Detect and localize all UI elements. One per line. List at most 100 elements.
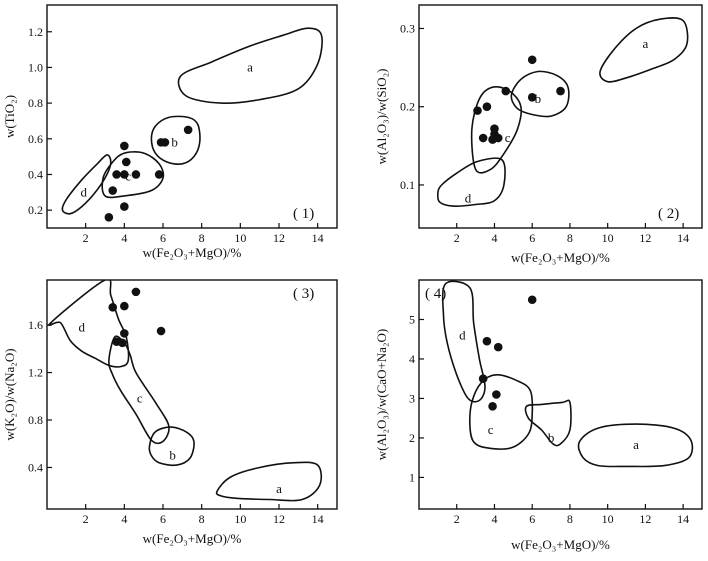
data-point [490, 124, 499, 133]
data-point [104, 212, 114, 222]
data-point [120, 329, 129, 338]
region-label-d: d [79, 319, 86, 334]
region-c [469, 373, 534, 450]
panel-label: ( 1) [293, 206, 314, 222]
region-label-c: c [505, 130, 511, 145]
y-axis-label: w(TiO₂) [2, 95, 17, 138]
data-point [118, 338, 127, 348]
x-tick-label: 8 [199, 231, 205, 245]
data-point [473, 106, 482, 115]
data-point [131, 287, 141, 297]
x-tick-label: 6 [160, 512, 166, 526]
x-tick-label: 12 [273, 231, 285, 245]
data-point [527, 295, 537, 305]
data-point [120, 202, 129, 211]
data-point [120, 170, 129, 179]
y-tick-label: 0.2 [400, 100, 415, 114]
data-point [108, 302, 118, 312]
chart-panel-2: 2 4 6 8 10 12 14 0.1 0.2 0.3 w(Fe₂O₃+MgO)/% w(Al₂O₃… [374, 4, 703, 265]
x-tick-label: 10 [602, 231, 614, 245]
y-tick-label: 0.2 [28, 203, 43, 217]
y-tick-label: 3 [409, 391, 415, 405]
region-a [177, 27, 323, 105]
region-c [101, 151, 165, 199]
y-tick-label: 0.6 [28, 132, 43, 146]
region-label-d: d [465, 190, 472, 205]
panel-label: ( 3) [293, 286, 314, 302]
data-point [493, 133, 503, 143]
region-a [577, 423, 694, 468]
x-tick-label: 12 [639, 231, 651, 245]
x-tick-label: 4 [121, 512, 127, 526]
region-b [510, 70, 570, 118]
y-tick-label: 1 [409, 470, 415, 484]
region-label-a: a [276, 481, 282, 496]
region-label-b: b [548, 430, 555, 445]
region-group [61, 27, 323, 215]
region-a [599, 17, 689, 83]
data-point [108, 186, 118, 195]
data-point [482, 336, 492, 346]
region-b [524, 399, 572, 447]
region-label-b: b [171, 134, 178, 149]
data-point [183, 125, 193, 135]
x-tick-label: 8 [199, 512, 205, 526]
data-point [493, 342, 503, 352]
data-point [527, 55, 537, 65]
region-label-d: d [80, 184, 87, 199]
plot-frame [46, 4, 338, 229]
region-label-b: b [169, 448, 176, 463]
panel-label: ( 4) [425, 286, 446, 302]
y-tick-label: 1.6 [28, 318, 43, 332]
data-point [527, 93, 537, 102]
plot-frame [418, 279, 703, 510]
region-d [441, 280, 486, 403]
y-tick-label: 1.2 [28, 366, 43, 380]
x-tick-label: 6 [160, 231, 166, 245]
y-axis-label: w(Al₂O₃)/w(SiO₂) [374, 69, 389, 165]
y-tick-label: 4 [409, 352, 415, 366]
y-axis-label: w(Al₂O₃)/w(CaO+Na₂O) [374, 329, 389, 460]
x-tick-label: 14 [312, 231, 324, 245]
x-tick-label: 4 [491, 512, 497, 526]
data-point [120, 141, 129, 151]
x-tick-label: 8 [567, 231, 573, 245]
y-tick-label: 0.1 [400, 178, 415, 192]
data-point [482, 102, 492, 112]
x-tick-label: 2 [454, 512, 460, 526]
panel-label: ( 2) [658, 206, 679, 222]
region-group [48, 280, 323, 502]
y-tick-label: 5 [409, 312, 415, 326]
data-point [478, 374, 488, 384]
data-point [501, 86, 511, 96]
data-point [492, 390, 501, 399]
plot-frame [46, 279, 338, 510]
x-tick-label: 4 [491, 231, 497, 245]
y-tick-label: 1.0 [28, 60, 43, 74]
y-tick-label: 2 [409, 431, 415, 445]
x-tick-label: 8 [567, 512, 573, 526]
x-tick-label: 14 [677, 231, 689, 245]
region-d [436, 157, 506, 207]
x-tick-label: 10 [602, 512, 614, 526]
region-d [48, 280, 130, 368]
y-axis-label: w(K₂O)/w(Na₂O) [2, 348, 17, 440]
data-point [112, 170, 121, 179]
region-group [441, 280, 694, 468]
data-point [154, 170, 164, 179]
region-label-b: b [535, 91, 542, 106]
chart-panel-1: 2 4 6 8 10 12 14 0.2 0.4 0.6 0.8 1.0 1.2 w(Fe₂O₃+MgO)… [2, 4, 338, 260]
x-tick-label: 10 [234, 231, 246, 245]
x-axis-label: w(Fe₂O₃+MgO)/% [143, 245, 242, 260]
x-tick-label: 2 [454, 231, 460, 245]
x-tick-label: 14 [677, 512, 689, 526]
chart-panel-3: 2 4 6 8 10 12 14 0.4 0.8 1.2 1.6 w(Fe₂O₃+MgO)/% w(K₂… [2, 279, 338, 546]
y-tick-label: 0.8 [28, 96, 43, 110]
x-tick-label: 2 [83, 512, 89, 526]
y-tick-label: 0.3 [400, 21, 415, 35]
data-point [488, 402, 497, 411]
x-axis-label: w(Fe₂O₃+MgO)/% [511, 250, 610, 265]
chart-panel-4: 2 4 6 8 10 12 1412345w(Fe₂O₃+MgO)/%w(Al₂O₃)/w(… [374, 279, 703, 552]
x-tick-label: 12 [639, 512, 651, 526]
